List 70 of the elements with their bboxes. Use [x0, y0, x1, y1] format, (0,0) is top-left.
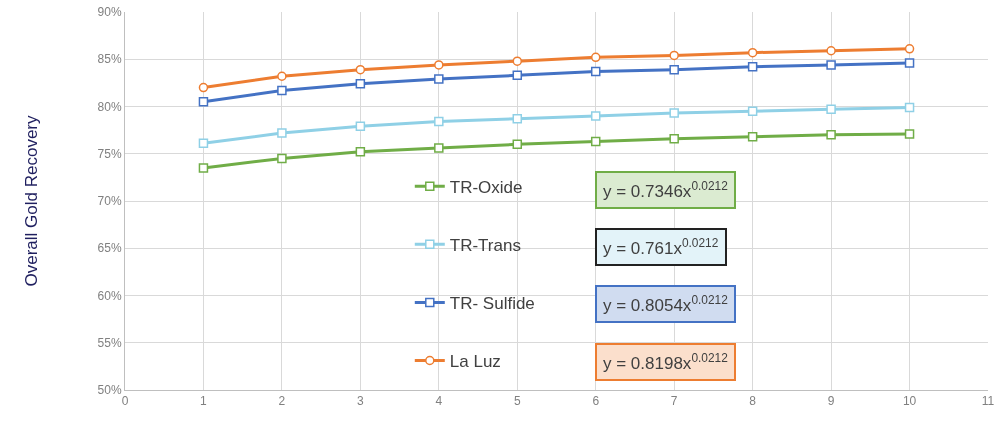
- point: [904, 58, 915, 68]
- legend-label: La Luz: [449, 352, 501, 372]
- x-tick-label: 9: [827, 394, 835, 409]
- point: [198, 138, 209, 149]
- point: [590, 52, 601, 63]
- point: [826, 130, 836, 140]
- point: [747, 47, 758, 58]
- point: [590, 66, 601, 77]
- point: [747, 131, 758, 142]
- point: [669, 64, 679, 75]
- point: [747, 106, 758, 116]
- y-axis-title: Overall Gold Recovery: [22, 115, 42, 287]
- point: [355, 79, 366, 89]
- point: [355, 121, 366, 132]
- point: [434, 143, 444, 153]
- y-tick-label: 90%: [97, 5, 122, 20]
- x-tick-label: 2: [278, 394, 286, 409]
- point: [355, 64, 366, 75]
- x-tick-label: 10: [902, 394, 917, 409]
- y-tick-label: 65%: [97, 241, 122, 256]
- legend-label: TR-Trans: [449, 235, 521, 255]
- annotation: y = 0.8198x$^{0.0212}$: [603, 351, 729, 374]
- point: [512, 114, 523, 124]
- x-tick-label: 0: [121, 394, 129, 409]
- point: [198, 82, 209, 93]
- annotation: y = 0.7346x$^{0.0212}$: [603, 179, 729, 202]
- point: [904, 129, 915, 139]
- y-tick-label: 75%: [97, 146, 122, 161]
- annotation: y = 0.761x$^{0.0212}$: [603, 236, 719, 259]
- point: [669, 108, 679, 118]
- point: [355, 147, 366, 157]
- x-tick-label: 7: [670, 394, 678, 409]
- point: [904, 102, 915, 113]
- point: [434, 74, 444, 84]
- point: [277, 153, 287, 164]
- point: [512, 139, 523, 150]
- x-tick-label: 1: [200, 394, 208, 409]
- point: [434, 60, 444, 70]
- x-tick-label: 5: [513, 394, 521, 409]
- point: [512, 70, 523, 81]
- point: [669, 133, 679, 144]
- point: [590, 111, 601, 121]
- point: [198, 97, 209, 107]
- point: [826, 104, 836, 115]
- point: [434, 116, 444, 127]
- legend-label: TR-Oxide: [449, 177, 523, 197]
- y-tick-label: 85%: [97, 52, 122, 67]
- point: [904, 44, 915, 54]
- point: [277, 71, 287, 82]
- x-tick-label: 4: [435, 394, 443, 409]
- x-tick-label: 8: [749, 394, 757, 409]
- y-tick-label: 50%: [97, 383, 122, 398]
- annotation: y = 0.8054x$^{0.0212}$: [603, 293, 729, 316]
- point: [669, 50, 679, 61]
- point: [198, 163, 209, 173]
- x-tick-label: 3: [357, 394, 365, 409]
- legend-label: TR- Sulfide: [449, 294, 535, 314]
- y-tick-label: 80%: [97, 99, 122, 114]
- y-tick-label: 60%: [97, 288, 122, 303]
- point: [512, 56, 523, 66]
- point: [277, 85, 287, 96]
- x-tick-label: 6: [592, 394, 600, 409]
- y-tick-label: 55%: [97, 335, 122, 350]
- y-tick-label: 70%: [97, 194, 122, 209]
- point: [747, 62, 758, 72]
- point: [277, 128, 287, 138]
- point: [590, 136, 601, 147]
- point: [826, 45, 836, 56]
- x-tick-label: 11: [981, 394, 995, 409]
- point: [826, 60, 836, 70]
